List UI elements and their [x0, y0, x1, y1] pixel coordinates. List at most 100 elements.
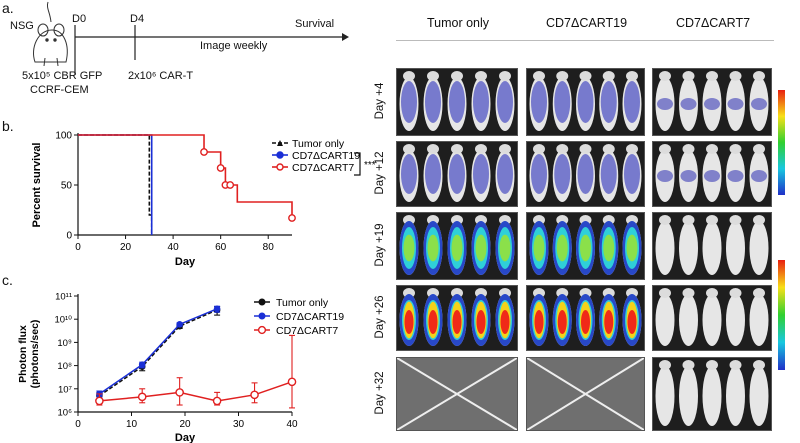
- signal-inner: [499, 234, 511, 262]
- mouse-head: [533, 71, 545, 81]
- signal-core: [534, 310, 544, 334]
- flux-series-3: [99, 381, 293, 402]
- mouse-head: [729, 360, 742, 370]
- survival-chart: 0 50 100 0 20 40 60 80 Day Percent survival Tumor …: [31, 131, 376, 269]
- mouse-head: [499, 144, 511, 154]
- y-axis-title-line2: (photons/sec): [29, 320, 41, 389]
- mouse-body: [726, 294, 745, 346]
- mouse-image-panel: [526, 68, 645, 136]
- signal-spot: [577, 81, 594, 123]
- mouse-head: [706, 144, 718, 154]
- mouse-image-panel: [396, 285, 518, 351]
- mouse-head: [706, 215, 718, 225]
- survival-point: [288, 214, 296, 222]
- signal-core: [452, 310, 462, 334]
- mouse-head: [659, 288, 671, 298]
- mouse-head: [729, 215, 742, 225]
- x-tick-label: 60: [215, 242, 227, 253]
- survival-point: [200, 148, 208, 156]
- mouse-head: [753, 71, 765, 81]
- mouse-image-panel: [652, 212, 772, 280]
- signal-spot: [624, 154, 640, 194]
- mouse-head: [602, 144, 615, 154]
- signal-core: [627, 310, 637, 334]
- mice-image: [655, 71, 769, 131]
- signal-spot: [727, 170, 744, 182]
- mouse-body: [726, 221, 745, 275]
- mouse-body: [679, 221, 698, 275]
- legend-label-2: CD7ΔCART19: [276, 311, 344, 323]
- signal-spot: [531, 81, 547, 123]
- mouse-head: [427, 144, 439, 154]
- mouse-head: [556, 71, 569, 81]
- mouse-head: [451, 71, 463, 81]
- mouse-head: [659, 360, 671, 370]
- y-tick-label: 10¹¹: [55, 292, 72, 303]
- signal-spot: [449, 154, 465, 194]
- column-header-1: Tumor only: [426, 16, 490, 30]
- no-image-panel: [396, 357, 518, 431]
- panel-label-a: a.: [2, 0, 14, 16]
- survival-point: [216, 164, 225, 172]
- mouse-image-panel: [652, 357, 772, 431]
- mouse-head: [706, 360, 718, 370]
- mice-image: [529, 288, 642, 346]
- image-weekly-label: Image weekly: [200, 40, 268, 52]
- mouse-head: [753, 144, 765, 154]
- mouse-head: [753, 215, 765, 225]
- mice-image: [655, 288, 769, 346]
- y-tick-label: 100: [55, 131, 72, 142]
- significance-label: ***: [364, 160, 376, 171]
- signal-inner: [603, 234, 615, 262]
- signal-core: [428, 310, 438, 334]
- imaging-panel: Tumor only CD7ΔCART19 CD7ΔCART7 Day +4 Day +…: [370, 10, 800, 443]
- signal-spot: [531, 154, 547, 194]
- mouse-body: [655, 366, 675, 426]
- flux-point: [250, 390, 259, 400]
- signal-spot: [554, 81, 571, 123]
- mice-image: [399, 215, 515, 275]
- flux-point: [175, 388, 184, 397]
- legend-marker-3: [276, 163, 284, 171]
- signal-spot: [497, 154, 513, 194]
- row-label-2: Day +12: [374, 151, 386, 195]
- flux-point: [213, 305, 221, 313]
- legend-label-3: CD7ΔCART7: [276, 325, 338, 337]
- mouse-head: [659, 144, 671, 154]
- x-axis-title: Day: [175, 256, 196, 268]
- signal-spot: [425, 154, 441, 194]
- x-tick-label: 20: [120, 242, 132, 253]
- signal-spot: [577, 154, 594, 194]
- mouse-body: [679, 294, 698, 346]
- mouse-body: [702, 221, 722, 275]
- mouse-head: [729, 288, 742, 298]
- x-tick-label: 0: [75, 419, 81, 430]
- mouse-head: [659, 71, 671, 81]
- row-label-4: Day +26: [374, 295, 386, 339]
- mouse-body: [655, 294, 675, 346]
- mouse-body: [726, 366, 745, 426]
- signal-inner: [451, 234, 463, 262]
- row-label-5: Day +32: [374, 371, 386, 415]
- mouse-body: [702, 294, 722, 346]
- signal-spot: [497, 81, 513, 123]
- signal-spot: [680, 170, 697, 182]
- signal-spot: [704, 98, 720, 110]
- mouse-head: [403, 71, 415, 81]
- signal-inner: [556, 234, 568, 262]
- x-tick-label: 40: [286, 419, 298, 430]
- mouse-head: [602, 71, 615, 81]
- x-axis-title: Day: [175, 432, 196, 443]
- survival-series-2: [78, 134, 153, 235]
- mouse-head: [533, 144, 545, 154]
- cart-injection-label: 2x10⁶ CAR-T: [128, 70, 194, 82]
- signal-spot: [680, 98, 697, 110]
- signal-core: [476, 310, 486, 334]
- mouse-head: [626, 71, 638, 81]
- mouse-head: [706, 71, 718, 81]
- panel-label-b: b.: [2, 118, 14, 134]
- mouse-image-panel: [526, 141, 645, 207]
- mouse-body: [749, 366, 769, 426]
- mouse-head: [682, 71, 695, 81]
- colorbar-lower: [778, 260, 785, 370]
